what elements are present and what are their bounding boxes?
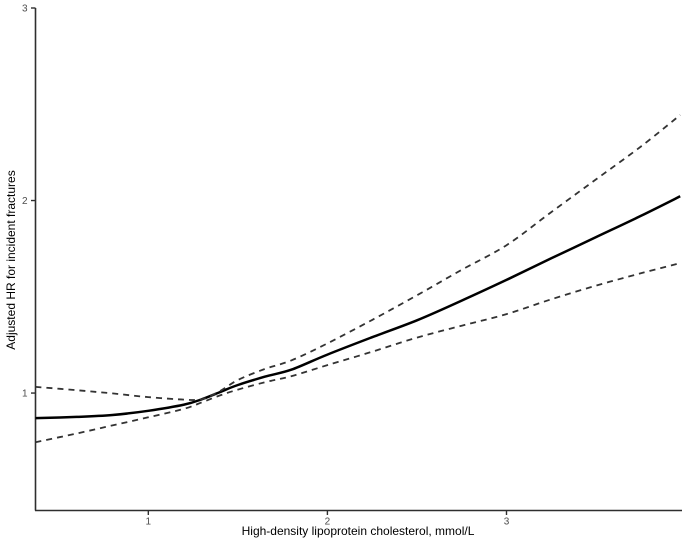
x-axis-title: High-density lipoprotein cholesterol, mm… [241, 524, 475, 538]
x-tick-label: 2 [325, 517, 331, 528]
series-adjusted-hr-estimate-line [35, 195, 681, 420]
series-upper-95ci-line [35, 114, 681, 401]
y-tick-label: 2 [22, 196, 28, 207]
series-lower-95ci-line [35, 262, 681, 444]
y-tick-label: 3 [22, 4, 28, 15]
y-tick-label: 1 [22, 389, 28, 400]
y-axis-title: Adjusted HR for incident fractures [4, 170, 18, 350]
x-tick-label: 3 [504, 517, 510, 528]
x-tick-label: 1 [146, 517, 152, 528]
